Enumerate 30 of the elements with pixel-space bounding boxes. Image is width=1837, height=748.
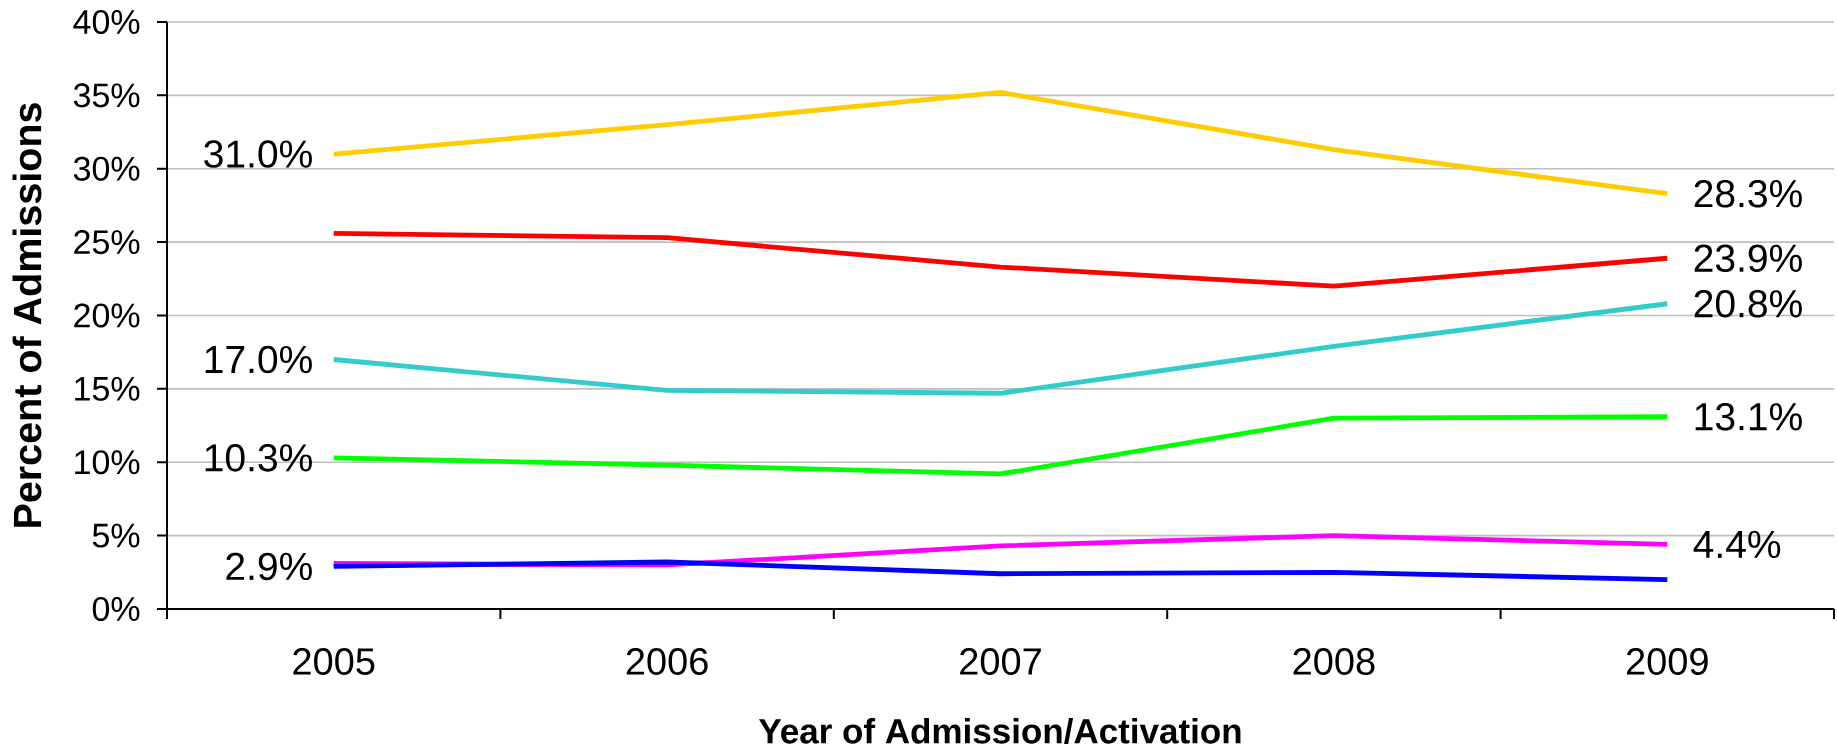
data-label: 2.9% [226, 552, 312, 581]
line-series [331, 414, 1670, 477]
x-tick-label: 2005 [293, 648, 375, 675]
data-label: 4.4% [1693, 530, 1781, 559]
x-tick-label: 2007 [960, 648, 1041, 675]
data-label: 23.9% [1694, 244, 1802, 273]
y-tick-label: 15% [75, 376, 140, 401]
x-tick-label: 2009 [1626, 648, 1708, 675]
y-tick-label: 5% [92, 523, 140, 548]
line-series [331, 230, 1670, 289]
data-label: 31.0% [204, 140, 312, 168]
x-axis-title: Year of Admission/Activation [758, 717, 1241, 744]
x-tick-label: 2008 [1293, 648, 1375, 675]
line-series [331, 559, 1670, 583]
data-label: 10.3% [205, 444, 312, 472]
data-label: 13.1% [1695, 402, 1802, 431]
data-label: 28.3% [1694, 179, 1802, 208]
line-series [331, 90, 1670, 197]
y-tick-label: 25% [74, 230, 140, 255]
y-tick-label: 20% [74, 303, 140, 328]
data-label: 20.8% [1694, 289, 1802, 318]
data-label: 17.0% [205, 345, 312, 374]
line-series [331, 301, 1670, 396]
x-tick-label: 2006 [626, 648, 708, 675]
y-tick-label: 0% [92, 596, 140, 622]
y-axis-title: Percent of Admissions [12, 103, 42, 527]
y-tick-label: 35% [73, 83, 140, 108]
y-tick-label: 30% [73, 156, 140, 181]
y-tick-label: 10% [75, 450, 140, 475]
y-tick-label: 40% [73, 9, 140, 35]
